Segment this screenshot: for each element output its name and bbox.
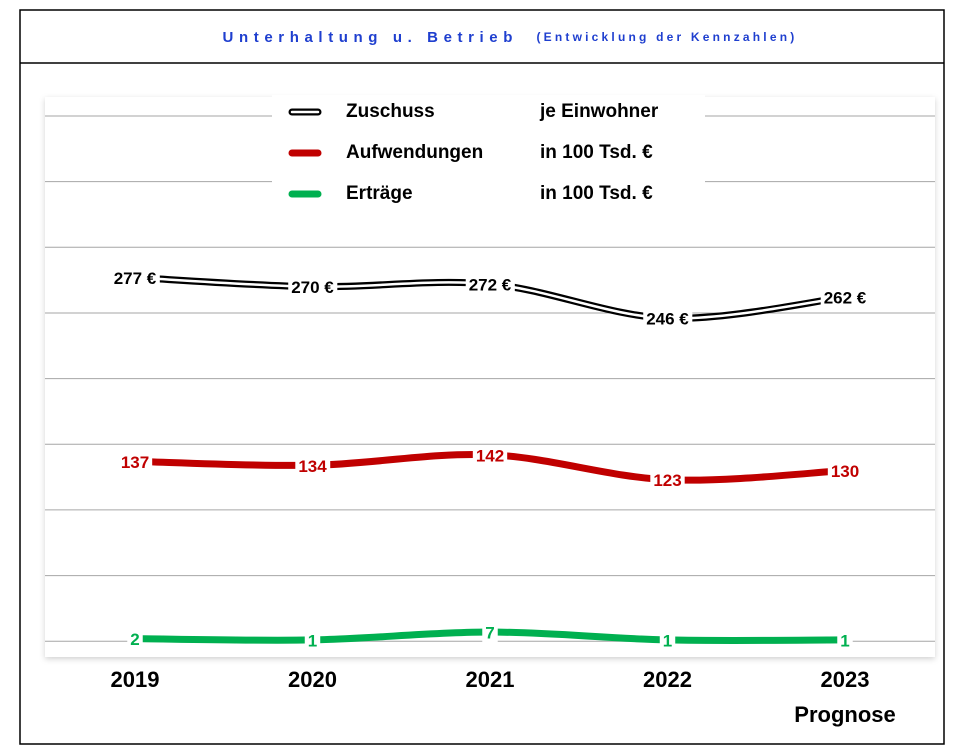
data-label-bg xyxy=(827,461,863,483)
data-label-bg xyxy=(117,451,153,473)
data-label-bg xyxy=(304,630,321,652)
data-label: 130 xyxy=(831,462,859,481)
legend-unit: in 100 Tsd. € xyxy=(540,142,653,163)
legend-label: Zuschuss xyxy=(346,101,435,122)
data-label: 277 € xyxy=(114,269,157,288)
labels: 277 € 270 € 272 € 246 € 262 € 137 134 142 123 130… xyxy=(110,267,870,652)
legend-unit: in 100 Tsd. € xyxy=(540,183,653,204)
data-label: 1 xyxy=(308,631,317,650)
data-label-bg xyxy=(659,630,676,652)
data-label: 142 xyxy=(476,446,504,465)
legend-label: Aufwendungen xyxy=(346,142,483,163)
data-label: 272 € xyxy=(469,276,512,295)
data-label-bg xyxy=(643,308,693,330)
x-tick-label: 2022 xyxy=(643,667,692,692)
data-label: 134 xyxy=(298,457,327,476)
data-label: 1 xyxy=(840,631,849,650)
data-label-bg xyxy=(837,630,853,652)
data-label: 2 xyxy=(130,630,139,649)
data-label: 246 € xyxy=(646,310,689,329)
data-label-bg xyxy=(110,267,160,289)
chart-title: Unterhaltung u. Betrieb xyxy=(223,29,518,46)
chart-subtitle: (Entwicklung der Kennzahlen) xyxy=(536,30,797,44)
data-label-bg xyxy=(650,470,685,492)
data-label: 270 € xyxy=(291,278,334,297)
x-tick-label: 2019 xyxy=(111,667,160,692)
legend-box xyxy=(272,95,705,207)
data-label: 123 xyxy=(653,471,681,490)
data-label-bg xyxy=(127,629,143,651)
data-label-bg xyxy=(482,622,498,644)
data-label: 7 xyxy=(485,624,494,643)
legend: Zuschuss je Einwohner Aufwendungen in 100 T… xyxy=(288,101,659,204)
data-label: 1 xyxy=(663,631,672,650)
data-label-bg xyxy=(288,277,338,299)
legend-label: Erträge xyxy=(346,183,413,204)
data-label-bg xyxy=(820,287,870,309)
x-axis: 2019 2020 2021 2022 2023 Prognose xyxy=(111,667,896,727)
title-group: Unterhaltung u. Betrieb (Entwicklung der… xyxy=(223,29,798,46)
data-label: 137 xyxy=(121,453,149,472)
x-annotation: Prognose xyxy=(794,702,895,727)
legend-unit: je Einwohner xyxy=(539,101,659,122)
grid xyxy=(45,115,935,642)
x-tick-label: 2023 xyxy=(821,667,870,692)
data-label-bg xyxy=(295,455,331,477)
x-tick-label: 2021 xyxy=(466,667,515,692)
data-label-bg xyxy=(465,274,515,296)
data-label-bg xyxy=(472,445,508,467)
x-tick-label: 2020 xyxy=(288,667,337,692)
data-label: 262 € xyxy=(824,289,867,308)
